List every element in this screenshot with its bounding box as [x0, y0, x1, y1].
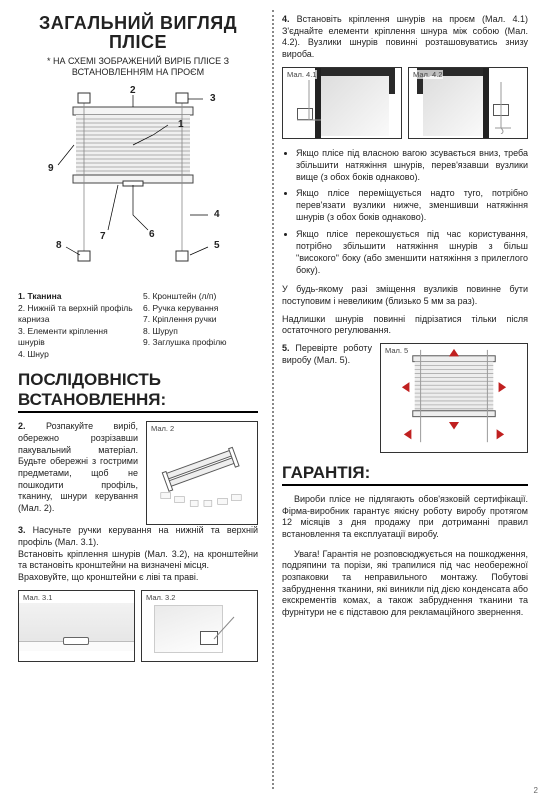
- note-1: У будь-якому разі зміщення вузликів пови…: [282, 284, 528, 307]
- bullet-2: Якщо плісе переміщується надто туго, пот…: [296, 187, 528, 223]
- callout-6: 6: [149, 229, 155, 240]
- subtitle: * НА СХЕМІ ЗОБРАЖЕНИЙ ВИРІБ ПЛІСЕ З ВСТА…: [18, 56, 258, 78]
- legend-2: 2. Нижній та верхній профіль карниза: [18, 303, 133, 326]
- figure-4-2: Мал. 4.2: [408, 67, 528, 139]
- fig-32-label: Мал. 3.2: [145, 593, 176, 602]
- warranty-p1: Вироби плісе не підлягають обов'язковій …: [282, 494, 528, 541]
- callout-3: 3: [210, 93, 216, 104]
- callout-2: 2: [130, 85, 136, 96]
- callout-9: 9: [48, 163, 54, 174]
- legend: 1. Тканина 2. Нижній та верхній профіль …: [18, 291, 258, 360]
- legend-9: 9. Заглушка профілю: [143, 337, 258, 348]
- fig-2-label: Мал. 2: [150, 424, 175, 433]
- callout-7: 7: [100, 231, 106, 242]
- step-2: 2. Розпакуйте виріб, обережно розрізавши…: [18, 421, 138, 515]
- legend-7: 7. Кріплення ручки: [143, 314, 258, 325]
- fig-42-label: Мал. 4.2: [412, 70, 443, 79]
- warranty-p2: Увага! Гарантія не розповсюджується на п…: [282, 549, 528, 619]
- note-2: Надлишки шнурів повинні підрізатися тіль…: [282, 314, 528, 337]
- section-warranty: ГАРАНТІЯ:: [282, 463, 528, 486]
- fig-31-label: Мал. 3.1: [22, 593, 53, 602]
- page-number: 2: [534, 786, 538, 795]
- figure-3-1: Мал. 3.1: [18, 590, 135, 662]
- callout-1: 1: [178, 119, 184, 130]
- bullet-1: Якщо плісе під власною вагою зсувається …: [296, 147, 528, 183]
- legend-1: 1. Тканина: [18, 291, 133, 302]
- legend-8: 8. Шуруп: [143, 326, 258, 337]
- step-3: 3. Насуньте ручки керування на нижній та…: [18, 525, 258, 583]
- adjustment-bullets: Якщо плісе під власною вагою зсувається …: [282, 147, 528, 276]
- callout-4: 4: [214, 209, 220, 220]
- legend-4: 4. Шнур: [18, 349, 133, 360]
- figure-3-2: Мал. 3.2: [141, 590, 258, 662]
- bullet-3: Якщо плісе перекошується під час користу…: [296, 228, 528, 277]
- fig-41-label: Мал. 4.1: [286, 70, 317, 79]
- callout-5: 5: [214, 240, 220, 251]
- section-sequence: ПОСЛІДОВНІСТЬ ВСТАНОВЛЕННЯ:: [18, 370, 258, 413]
- legend-6: 6. Ручка керування: [143, 303, 258, 314]
- step-5: 5. Перевірте роботу виробу (Мал. 5).: [282, 343, 372, 366]
- page-title: ЗАГАЛЬНИЙ ВИГЛЯД ПЛІСЕ: [18, 14, 258, 52]
- legend-5: 5. Кронштейн (л/п): [143, 291, 258, 302]
- figure-5: Мал. 5: [380, 343, 528, 453]
- diagram-main: 1 2 3 4 5 6 7 8 9: [18, 85, 258, 285]
- step-4: 4. Встановіть кріплення шнурів на проєм …: [282, 14, 528, 61]
- figure-4-1: Мал. 4.1: [282, 67, 402, 139]
- fig-5-label: Мал. 5: [384, 346, 409, 355]
- callout-8: 8: [56, 240, 62, 251]
- figure-2: Мал. 2: [146, 421, 258, 525]
- legend-3: 3. Елементи кріплення шнурів: [18, 326, 133, 349]
